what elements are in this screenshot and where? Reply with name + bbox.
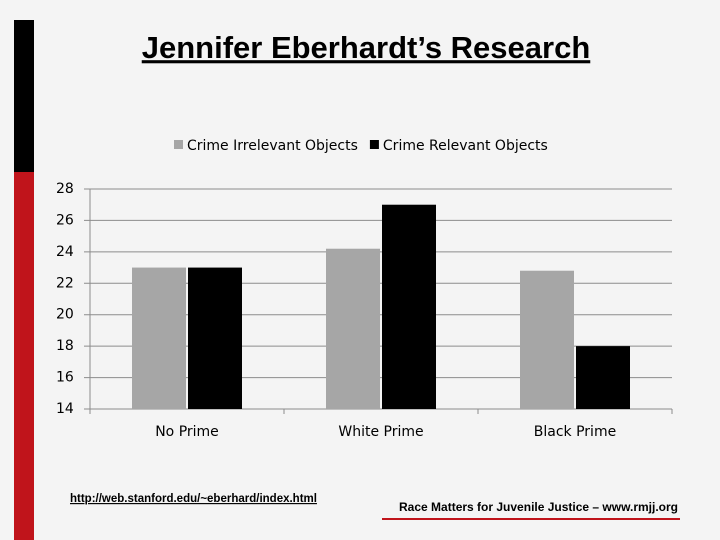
plot: 14 16 18 20 22 24 26 28 No Prime White Prime Black… xyxy=(56,138,673,440)
y-tick-label: 14 xyxy=(56,401,74,417)
y-tick-label: 24 xyxy=(56,244,74,260)
bar xyxy=(382,204,436,409)
legend-swatch xyxy=(369,140,379,149)
bar xyxy=(576,346,630,409)
accent-bar-bottom xyxy=(14,172,34,540)
y-tick-label: 16 xyxy=(56,370,74,386)
bar xyxy=(188,267,242,409)
x-tick-label: No Prime xyxy=(155,424,219,440)
slide-title: Jennifer Eberhardt’s Research xyxy=(142,30,591,65)
source-link[interactable]: http://web.stanford.edu/~eberhard/index.… xyxy=(70,493,317,505)
legend-swatch xyxy=(174,140,183,149)
bar xyxy=(132,267,186,409)
y-tick-label: 18 xyxy=(56,338,74,354)
y-tick-label: 26 xyxy=(56,212,74,228)
y-tick-label: 20 xyxy=(56,307,74,323)
x-tick-label: Black Prime xyxy=(534,424,616,440)
x-tick-label: White Prime xyxy=(338,424,423,440)
y-tick-label: 22 xyxy=(56,275,74,291)
bar xyxy=(520,270,574,409)
legend-label: Crime Irrelevant Objects xyxy=(187,138,358,154)
credit: Race Matters for Juvenile Justice – www.… xyxy=(399,500,678,514)
bar xyxy=(326,248,380,409)
legend-label: Crime Relevant Objects xyxy=(383,138,548,154)
y-tick-label: 28 xyxy=(56,181,74,197)
accent-bar-top xyxy=(14,20,34,172)
